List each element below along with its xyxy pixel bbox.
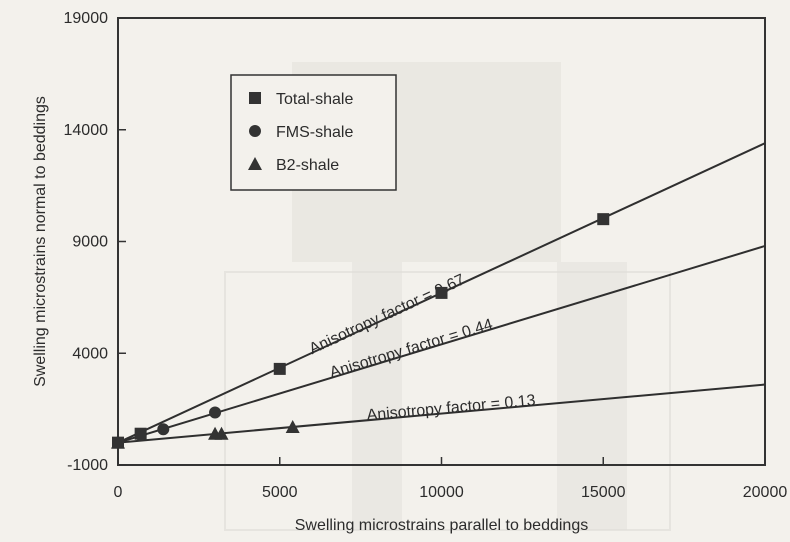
x-tick-label-3: 15000 <box>581 484 626 501</box>
background-frame <box>224 271 671 531</box>
y-tick-label-3: 14000 <box>64 122 109 139</box>
x-tick-label-2: 10000 <box>419 484 464 501</box>
series-2-point-3 <box>285 420 300 434</box>
legend-label-0: Total-shale <box>276 91 353 108</box>
legend-marker-2 <box>248 157 262 170</box>
series-2-point-0 <box>111 435 125 449</box>
legend-marker-1 <box>249 125 261 137</box>
x-tick-label-1: 5000 <box>262 484 298 501</box>
legend-label-2: B2-shale <box>276 157 339 174</box>
fit-line-1 <box>117 245 766 444</box>
series-1-point-3 <box>209 406 222 419</box>
series-2-point-2 <box>214 426 229 440</box>
series-0-point-4 <box>597 213 610 226</box>
y-axis-title: Swelling microstrains normal to beddings <box>32 96 49 387</box>
x-axis-title: Swelling microstrains parallel to beddin… <box>295 517 588 534</box>
y-tick-label-1: 4000 <box>72 345 108 362</box>
x-tick-label-4: 20000 <box>743 484 788 501</box>
fit-line-2 <box>117 383 766 444</box>
series-0-point-3 <box>435 286 448 299</box>
background-sketch <box>224 62 671 531</box>
background-column-left <box>352 262 402 530</box>
y-tick-label-2: 9000 <box>72 234 108 251</box>
legend-label-1: FMS-shale <box>276 124 353 141</box>
y-tick-label-4: 19000 <box>64 10 109 27</box>
series-0-point-2 <box>273 362 286 375</box>
legend-marker-0 <box>249 92 261 104</box>
x-tick-label-0: 0 <box>114 484 123 501</box>
series-1-point-1 <box>134 428 147 441</box>
series-1-point-2 <box>157 423 170 436</box>
y-tick-label-0: -1000 <box>67 457 108 474</box>
